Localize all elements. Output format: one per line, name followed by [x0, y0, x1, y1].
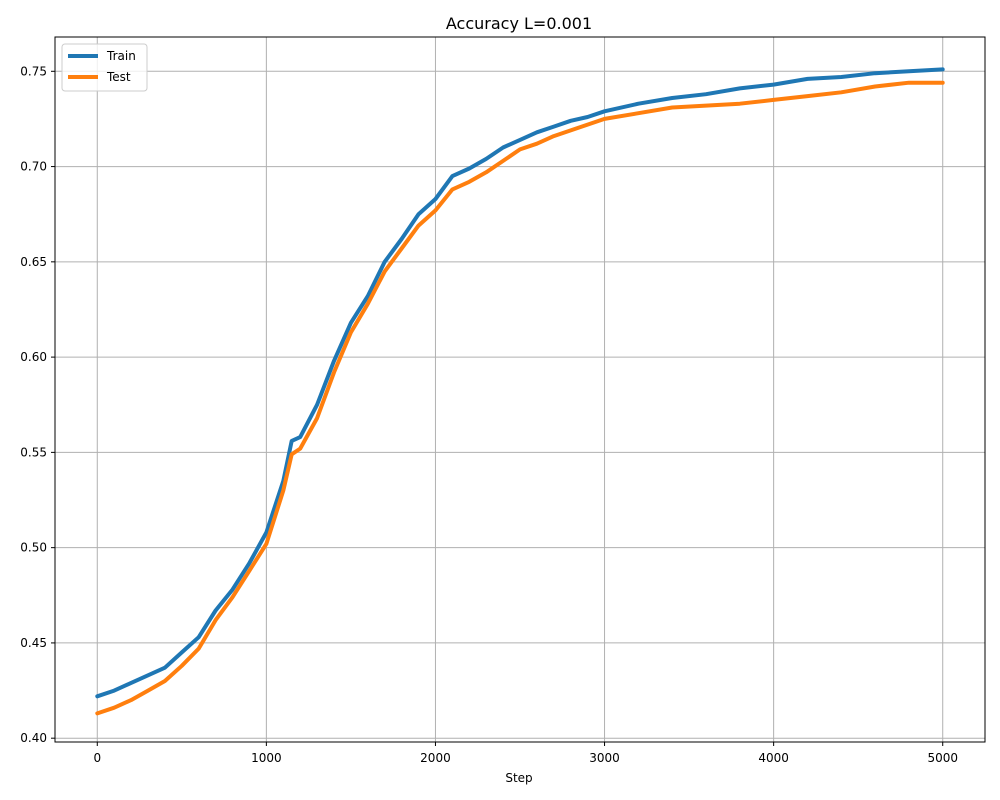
series-line-train	[95, 67, 945, 699]
x-tick-label: 2000	[420, 751, 451, 765]
y-tick-label: 0.65	[20, 255, 47, 269]
legend-label-test: Test	[106, 70, 131, 84]
y-tick-label: 0.40	[20, 731, 47, 745]
series-line-test	[95, 80, 945, 716]
y-tick-label: 0.45	[20, 636, 47, 650]
y-tick-label: 0.55	[20, 445, 47, 459]
series-layer	[95, 67, 945, 716]
x-axis-label: Step	[505, 771, 532, 785]
x-tick-label: 0	[93, 751, 101, 765]
y-tick-label: 0.75	[20, 64, 47, 78]
y-tick-label: 0.60	[20, 350, 47, 364]
x-tick-label: 5000	[927, 751, 958, 765]
legend-label-train: Train	[106, 49, 136, 63]
plot-frame	[54, 36, 986, 743]
x-tick-label: 1000	[251, 751, 282, 765]
x-tick-label: 3000	[589, 751, 620, 765]
x-tick-label: 4000	[758, 751, 789, 765]
legend: Train Test	[61, 43, 148, 92]
y-tick-label: 0.70	[20, 160, 47, 174]
chart-title: Accuracy L=0.001	[446, 14, 592, 33]
grid-layer	[55, 37, 985, 742]
ticks-layer: 0 1000 2000 3000 4000 5000 0.40 0.45 0.50 0.55 0.6…	[20, 64, 958, 765]
y-tick-label: 0.50	[20, 541, 47, 555]
